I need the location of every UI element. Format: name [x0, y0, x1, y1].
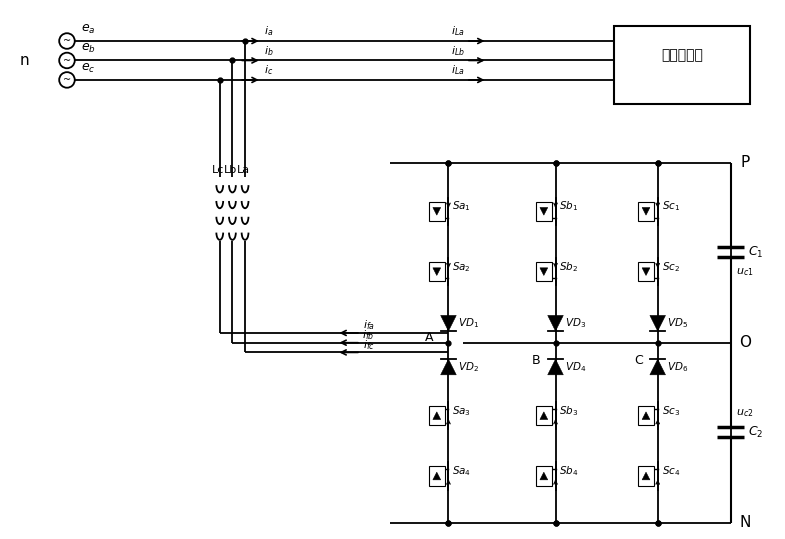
- Text: ~: ~: [63, 56, 71, 65]
- Polygon shape: [433, 268, 440, 275]
- Text: $e_b$: $e_b$: [81, 42, 96, 56]
- Text: $VD_{2}$: $VD_{2}$: [458, 360, 479, 374]
- Text: $u_{c1}$: $u_{c1}$: [736, 266, 753, 278]
- Polygon shape: [548, 315, 564, 331]
- Bar: [429, 406, 444, 425]
- Text: $Sb_{3}$: $Sb_{3}$: [560, 404, 579, 418]
- Polygon shape: [540, 412, 548, 419]
- Polygon shape: [433, 208, 440, 215]
- Text: $Sb_{4}$: $Sb_{4}$: [560, 464, 579, 478]
- Text: $e_a$: $e_a$: [81, 23, 96, 36]
- Polygon shape: [650, 359, 666, 375]
- Text: ~: ~: [63, 75, 71, 85]
- Text: $VD_{5}$: $VD_{5}$: [667, 316, 688, 330]
- Text: C: C: [633, 354, 643, 367]
- Text: $C_1$: $C_1$: [748, 245, 764, 260]
- Bar: [429, 262, 444, 281]
- Text: $e_c$: $e_c$: [81, 61, 96, 75]
- Polygon shape: [642, 472, 650, 480]
- Bar: [638, 466, 654, 486]
- Polygon shape: [642, 208, 650, 215]
- Polygon shape: [433, 412, 440, 419]
- Polygon shape: [650, 315, 666, 331]
- Text: $VD_{1}$: $VD_{1}$: [458, 316, 480, 330]
- Polygon shape: [440, 315, 456, 331]
- Bar: [536, 262, 552, 281]
- Text: B: B: [531, 354, 540, 367]
- Polygon shape: [433, 472, 440, 480]
- Text: $Sc_{2}$: $Sc_{2}$: [662, 260, 680, 274]
- Text: $i_{La}$: $i_{La}$: [451, 24, 465, 38]
- Text: $Sb_{1}$: $Sb_{1}$: [560, 199, 579, 213]
- Text: $i_{Lb}$: $i_{Lb}$: [451, 44, 466, 58]
- Bar: [638, 202, 654, 221]
- Bar: [429, 202, 444, 221]
- Polygon shape: [540, 268, 548, 275]
- Polygon shape: [540, 208, 548, 215]
- Text: 非线性负荷: 非线性负荷: [661, 49, 703, 63]
- Polygon shape: [642, 412, 650, 419]
- Bar: [638, 406, 654, 425]
- Text: La: La: [236, 165, 250, 175]
- Text: Lb: Lb: [224, 165, 237, 175]
- Text: $Sa_{1}$: $Sa_{1}$: [452, 199, 471, 213]
- Text: P: P: [741, 155, 750, 170]
- Text: $VD_{3}$: $VD_{3}$: [565, 316, 586, 330]
- Text: $i_{La}$: $i_{La}$: [451, 63, 465, 77]
- Text: N: N: [739, 515, 751, 530]
- Text: $Sc_{3}$: $Sc_{3}$: [662, 404, 680, 418]
- Text: O: O: [739, 335, 751, 350]
- Polygon shape: [548, 359, 564, 375]
- Bar: [536, 202, 552, 221]
- Text: $i_c$: $i_c$: [264, 63, 273, 77]
- Text: A: A: [425, 331, 433, 344]
- Bar: [638, 262, 654, 281]
- Polygon shape: [440, 359, 456, 375]
- Text: $C_2$: $C_2$: [748, 425, 764, 440]
- Bar: [536, 466, 552, 486]
- Text: $VD_{6}$: $VD_{6}$: [667, 360, 688, 374]
- Text: $i_{fa}$: $i_{fa}$: [363, 318, 374, 332]
- Text: $u_{c2}$: $u_{c2}$: [736, 407, 753, 419]
- Text: $Sc_{1}$: $Sc_{1}$: [662, 199, 680, 213]
- Polygon shape: [642, 268, 650, 275]
- Polygon shape: [540, 472, 548, 480]
- Text: Lc: Lc: [212, 165, 224, 175]
- Bar: [614, 26, 750, 104]
- Text: $Sc_{4}$: $Sc_{4}$: [662, 464, 680, 478]
- Text: $i_b$: $i_b$: [264, 44, 273, 58]
- Text: ~: ~: [63, 36, 71, 46]
- Text: $i_a$: $i_a$: [264, 24, 273, 38]
- Bar: [536, 406, 552, 425]
- Text: $Sa_{3}$: $Sa_{3}$: [452, 404, 471, 418]
- Text: $VD_{4}$: $VD_{4}$: [565, 360, 586, 374]
- Text: n: n: [20, 53, 29, 68]
- Text: $Sb_{2}$: $Sb_{2}$: [560, 260, 579, 274]
- Text: $i_{fb}$: $i_{fb}$: [363, 328, 375, 342]
- Bar: [429, 466, 444, 486]
- Text: $Sa_{2}$: $Sa_{2}$: [452, 260, 471, 274]
- Text: $Sa_{4}$: $Sa_{4}$: [452, 464, 472, 478]
- Text: $i_{fc}$: $i_{fc}$: [363, 338, 374, 351]
